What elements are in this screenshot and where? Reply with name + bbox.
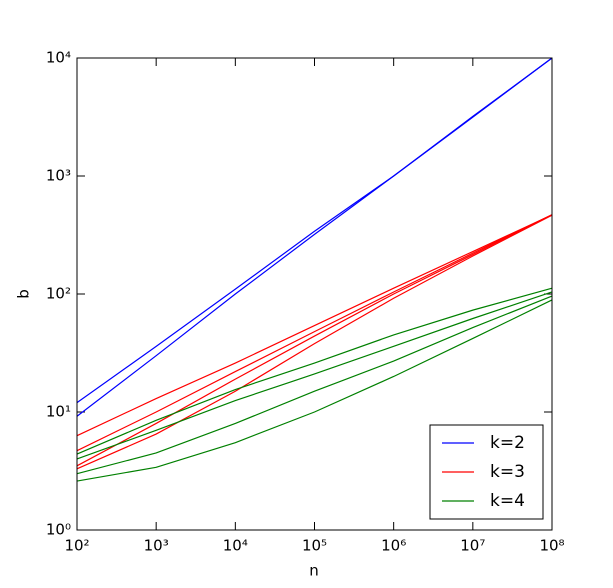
y-tick-label: 10⁰ — [46, 521, 71, 539]
x-tick-label: 10⁶ — [381, 537, 406, 555]
legend-label: k=3 — [490, 462, 525, 482]
x-tick-label: 10⁸ — [539, 537, 564, 555]
legend: k=2 k=3 k=4 — [429, 424, 544, 520]
y-tick-label: 10⁴ — [46, 49, 71, 67]
line — [76, 214, 553, 452]
y-axis-label: b — [15, 289, 33, 299]
y-tick-label: 10¹ — [46, 403, 71, 421]
line — [76, 299, 553, 482]
x-tick-label: 10⁴ — [223, 537, 248, 555]
x-tick-label: 10² — [64, 537, 89, 555]
line — [76, 287, 553, 455]
y-tick-label: 10³ — [46, 167, 71, 185]
line — [76, 214, 553, 437]
line — [76, 214, 553, 470]
legend-label: k=2 — [490, 433, 525, 453]
x-tick-label: 10⁷ — [460, 537, 485, 555]
y-tick-label: 10² — [46, 285, 71, 303]
legend-label: k=4 — [490, 491, 525, 511]
line — [76, 214, 553, 467]
line — [76, 291, 553, 460]
line — [76, 57, 553, 417]
line — [76, 57, 553, 404]
plot-frame — [76, 57, 553, 531]
x-tick-label: 10³ — [144, 537, 169, 555]
x-axis-label: n — [309, 562, 319, 580]
x-tick-label: 10⁵ — [302, 537, 327, 555]
line — [76, 295, 553, 475]
